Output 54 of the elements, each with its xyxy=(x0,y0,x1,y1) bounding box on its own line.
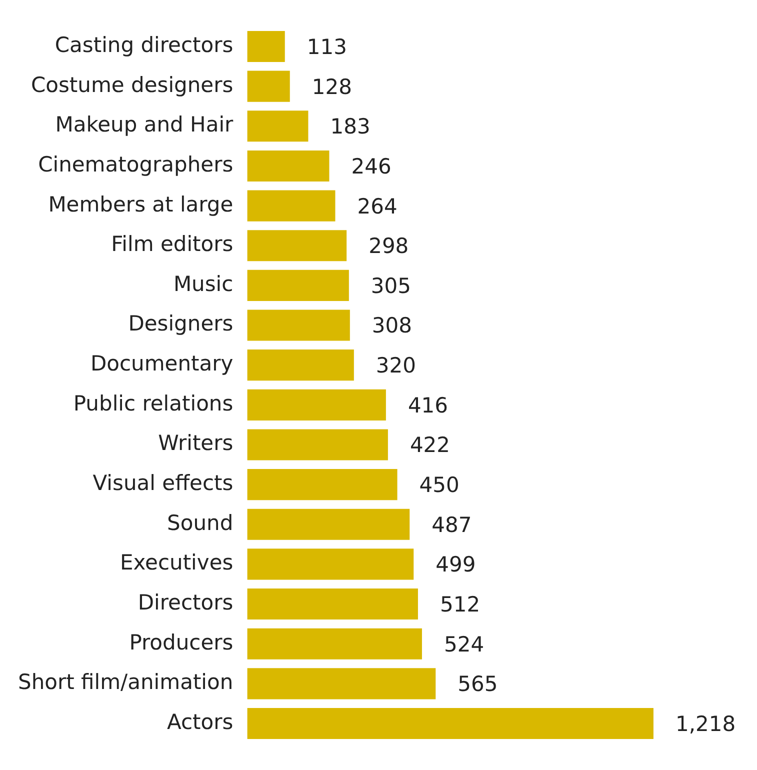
y-tick-label: Short film/animation xyxy=(18,670,234,694)
bar xyxy=(247,350,354,381)
data-label: 308 xyxy=(372,314,412,338)
bar xyxy=(247,70,290,102)
bar xyxy=(247,150,330,182)
data-label: 499 xyxy=(436,552,476,577)
data-label: 113 xyxy=(306,34,347,59)
bar xyxy=(247,190,336,222)
data-label: 512 xyxy=(440,592,480,616)
bar xyxy=(247,230,347,262)
y-tick-label: Public relations xyxy=(73,391,234,416)
y-tick-label: Actors xyxy=(166,710,234,734)
data-label: 1,218 xyxy=(675,712,736,736)
bar xyxy=(247,628,422,660)
y-tick-label: Sound xyxy=(167,510,234,535)
y-tick-label: Film editors xyxy=(111,232,234,256)
bar xyxy=(247,548,414,580)
y-tick-label: Makeup and Hair xyxy=(55,112,234,137)
bar xyxy=(247,469,398,500)
bar xyxy=(247,30,285,62)
y-tick-label: Documentary xyxy=(90,352,234,376)
bar xyxy=(247,110,308,142)
y-tick-label: Visual effects xyxy=(92,471,234,496)
data-label: 320 xyxy=(376,354,416,378)
data-label: 524 xyxy=(444,632,484,656)
data-label: 450 xyxy=(419,473,460,498)
data-label: 422 xyxy=(410,433,450,458)
y-tick-label: Executives xyxy=(120,550,234,575)
data-label: 128 xyxy=(312,74,352,99)
y-tick-label: Music xyxy=(173,272,234,296)
bar xyxy=(247,708,654,740)
data-label: 298 xyxy=(368,234,409,258)
data-label: 183 xyxy=(330,114,370,139)
y-tick-label: Directors xyxy=(138,590,234,614)
y-tick-label: Costume designers xyxy=(30,72,234,97)
y-tick-label: Cinematographers xyxy=(38,152,234,176)
bar xyxy=(247,508,410,540)
bar xyxy=(247,588,418,620)
bar xyxy=(247,429,388,460)
bar xyxy=(247,668,436,700)
data-label: 487 xyxy=(432,512,472,537)
data-label: 264 xyxy=(357,194,398,218)
y-tick-label: Members at large xyxy=(48,192,234,216)
data-label: 246 xyxy=(351,154,392,178)
y-tick-label: Casting directors xyxy=(54,32,234,57)
data-label: 416 xyxy=(408,393,448,418)
bar xyxy=(247,310,350,341)
y-tick-label: Writers xyxy=(158,431,234,456)
bar xyxy=(247,389,386,420)
data-label: 305 xyxy=(370,274,412,298)
y-tick-label: Producers xyxy=(129,630,234,654)
y-tick-label: Designers xyxy=(128,312,234,336)
data-label: 565 xyxy=(458,672,498,696)
bar xyxy=(247,270,349,301)
